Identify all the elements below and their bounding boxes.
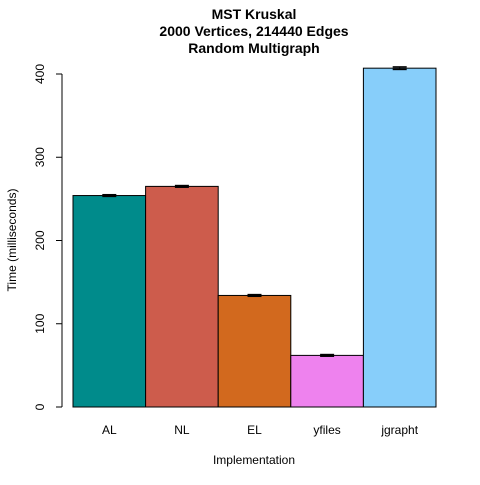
y-axis-label: Time (milliseconds): [5, 189, 19, 292]
error-bar-jgrapht: [392, 66, 407, 71]
error-bar-AL: [102, 193, 117, 198]
x-tick-label-jgrapht: jgrapht: [380, 423, 418, 437]
bar-AL: [72, 195, 147, 408]
x-tick-label-EL: EL: [247, 423, 262, 437]
bar-NL: [145, 185, 219, 408]
y-tick-label: 100: [33, 313, 47, 333]
bars-group: [72, 66, 437, 408]
bar-jgrapht: [362, 67, 437, 408]
y-axis: 0 100 200 300 400: [33, 64, 63, 410]
error-bar-EL: [247, 293, 262, 298]
y-tick-label: 0: [33, 403, 47, 410]
chart-title-line-2: 2000 Vertices, 214440 Edges: [159, 23, 348, 39]
error-bar-yfiles: [320, 353, 335, 357]
x-tick-labels: AL NL EL yfiles jgrapht: [102, 423, 419, 437]
chart-title-line-1: MST Kruskal: [212, 6, 297, 22]
x-tick-label-NL: NL: [174, 423, 190, 437]
error-bar-NL: [174, 184, 189, 188]
bar-yfiles: [290, 354, 364, 408]
chart-title-line-3: Random Multigraph: [188, 40, 319, 56]
bar-EL: [217, 294, 292, 408]
y-tick-label: 400: [33, 64, 47, 84]
y-tick-label: 200: [33, 230, 47, 250]
x-axis-label: Implementation: [213, 453, 295, 467]
x-tick-label-yfiles: yfiles: [313, 423, 340, 437]
x-tick-label-AL: AL: [102, 423, 117, 437]
y-tick-label: 300: [33, 147, 47, 167]
